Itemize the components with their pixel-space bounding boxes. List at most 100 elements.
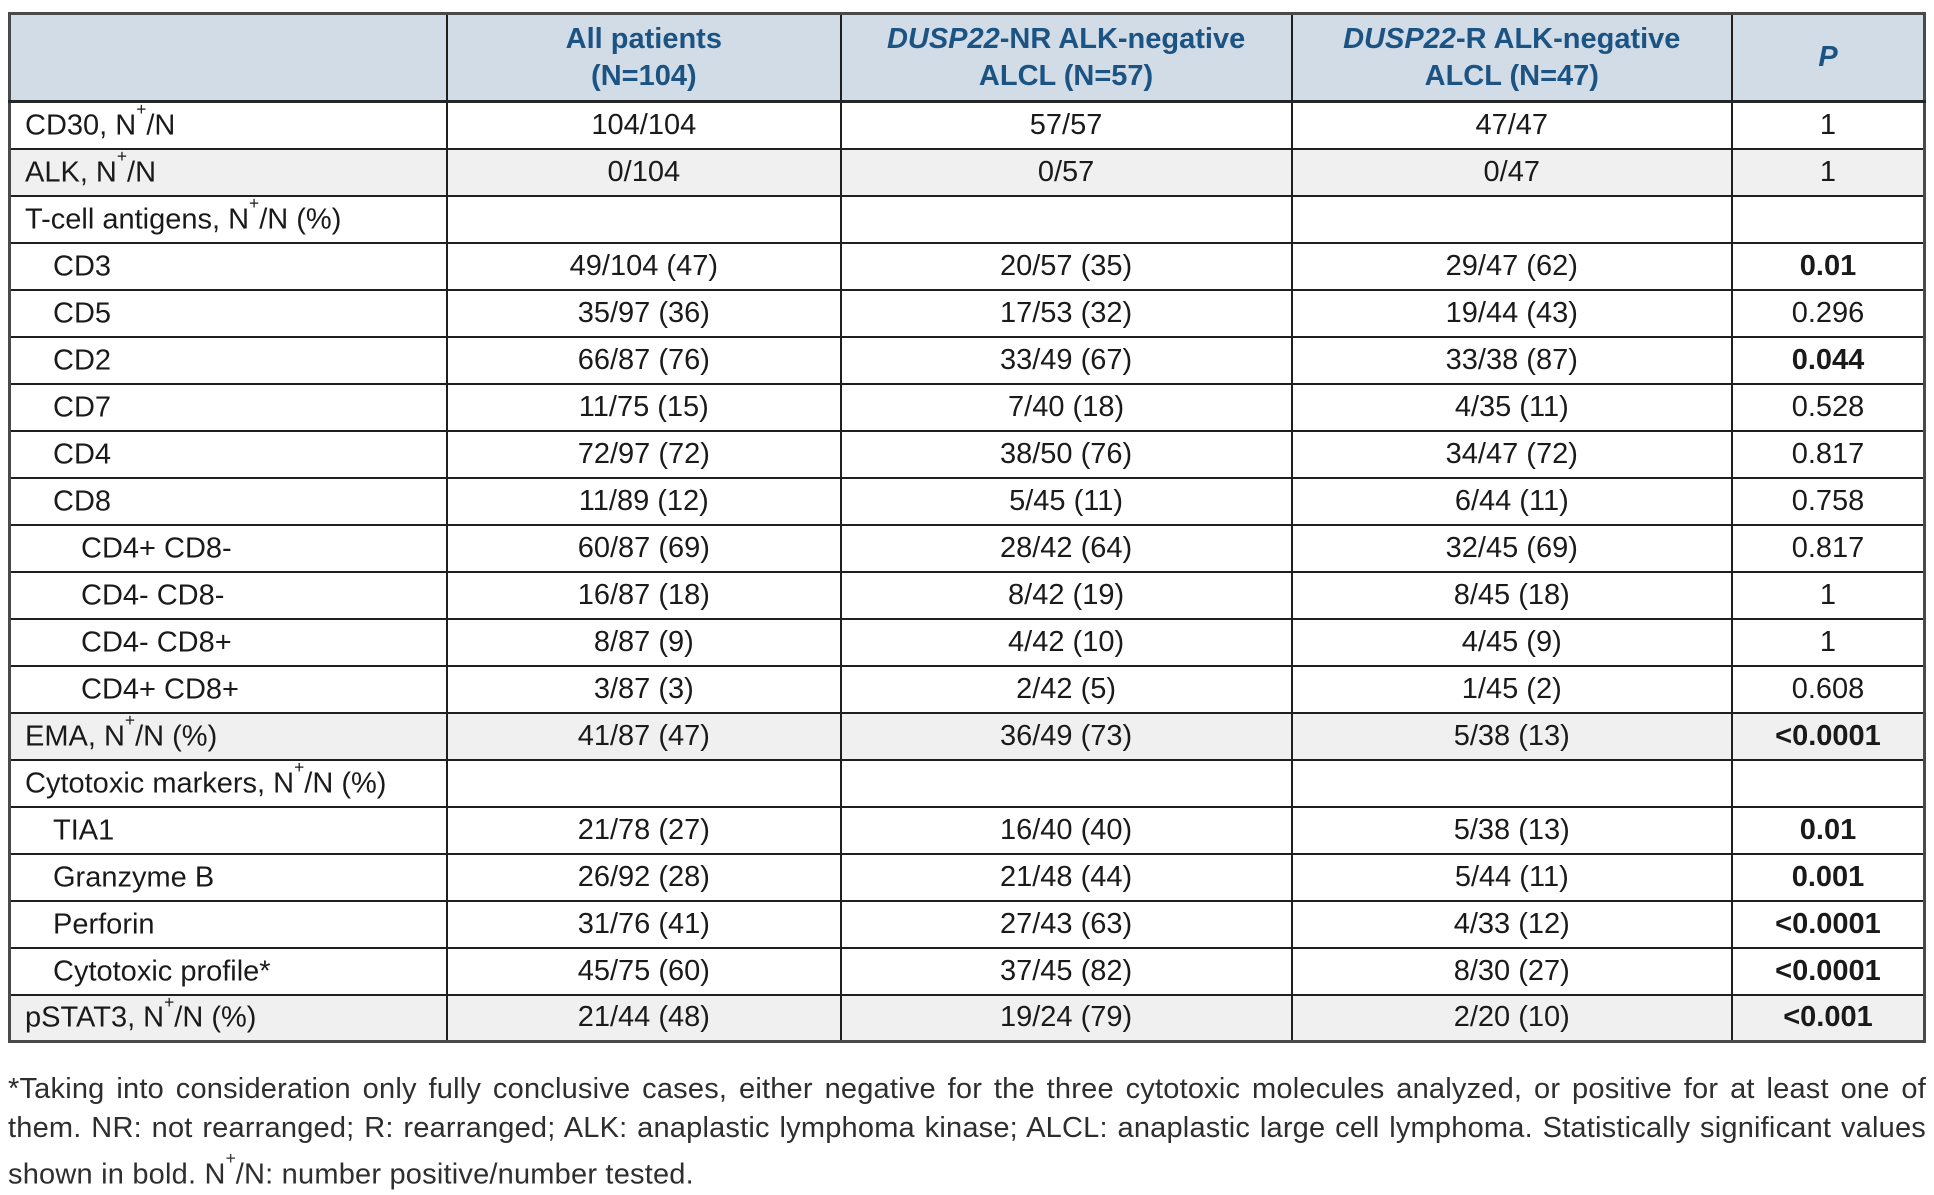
row-label-text: EMA, N xyxy=(25,720,125,753)
row-label: Cytotoxic profile* xyxy=(8,946,449,996)
column-header-all-patients: All patients (N=104) xyxy=(446,12,842,103)
cell-p-value: 0.044 xyxy=(1731,335,1926,385)
row-label-text: CD4+ CD8- xyxy=(81,532,232,565)
cell-dusp22-nr: 33/49 (67) xyxy=(839,335,1293,385)
row-label-text: TIA1 xyxy=(53,814,115,847)
row-label-superscript: + xyxy=(294,756,305,777)
cell-all-patients: 72/97 (72) xyxy=(446,429,842,479)
cell-all-patients: 16/87 (18) xyxy=(446,570,842,620)
row-label: TIA1 xyxy=(8,805,449,855)
cell-p-value: 0.296 xyxy=(1731,288,1926,338)
cell-p-value: <0.0001 xyxy=(1731,899,1926,949)
cell-all-patients: 21/44 (48) xyxy=(446,993,842,1043)
cell-dusp22-nr: 7/40 (18) xyxy=(839,382,1293,432)
row-label-text: pSTAT3, N xyxy=(25,1002,165,1035)
table-row: Cytotoxic profile* 45/75 (60) 37/45 (82)… xyxy=(8,946,1926,996)
cell-dusp22-nr: 57/57 xyxy=(839,100,1293,150)
table-row: T-cell antigens, N+/N (%) xyxy=(8,193,1926,244)
cell-dusp22-nr: 4/42 (10) xyxy=(839,617,1293,667)
cell-all-patients: 11/89 (12) xyxy=(446,476,842,526)
cell-p-value: <0.001 xyxy=(1731,993,1926,1043)
cell-dusp22-r: 8/30 (27) xyxy=(1290,946,1734,996)
row-label: CD4 xyxy=(8,429,449,479)
cell-dusp22-nr: 5/45 (11) xyxy=(839,476,1293,526)
cell-all-patients: 26/92 (28) xyxy=(446,852,842,902)
table-row: Granzyme B 26/92 (28) 21/48 (44) 5/44 (1… xyxy=(8,852,1926,902)
row-label: T-cell antigens, N+/N (%) xyxy=(8,193,449,244)
cell-all-patients: 35/97 (36) xyxy=(446,288,842,338)
cell-dusp22-r: 4/33 (12) xyxy=(1290,899,1734,949)
table-row: CD2 66/87 (76) 33/49 (67) 33/38 (87) 0.0… xyxy=(8,335,1926,385)
row-label: CD4- CD8- xyxy=(8,570,449,620)
table-row: Perforin 31/76 (41) 27/43 (63) 4/33 (12)… xyxy=(8,899,1926,949)
header-dusp22-nr-rest: -NR ALK-negative xyxy=(999,22,1246,55)
cell-dusp22-nr: 37/45 (82) xyxy=(839,946,1293,996)
row-label: CD8 xyxy=(8,476,449,526)
cell-dusp22-nr: 36/49 (73) xyxy=(839,711,1293,761)
row-label: CD4- CD8+ xyxy=(8,617,449,667)
table-row: TIA1 21/78 (27) 16/40 (40) 5/38 (13) 0.0… xyxy=(8,805,1926,855)
row-label-text: CD4 xyxy=(53,438,112,471)
row-label-text: Cytotoxic profile* xyxy=(53,955,271,988)
cell-p-value: 1 xyxy=(1731,100,1926,150)
table-row: CD4- CD8- 16/87 (18) 8/42 (19) 8/45 (18)… xyxy=(8,570,1926,620)
cell-p-value: <0.0001 xyxy=(1731,946,1926,996)
header-dusp22-r-gene: DUSP22 xyxy=(1343,22,1456,55)
column-header-p: P xyxy=(1731,12,1926,103)
cell-p-value: 0.528 xyxy=(1731,382,1926,432)
row-label-text: CD2 xyxy=(53,344,112,377)
cell-all-patients: 0/104 xyxy=(446,147,842,197)
row-label: CD4+ CD8- xyxy=(8,523,449,573)
cell-dusp22-r xyxy=(1290,758,1734,808)
table-header: All patients (N=104) DUSP22-NR ALK-negat… xyxy=(8,12,1926,103)
table-row: CD7 11/75 (15) 7/40 (18) 4/35 (11) 0.528 xyxy=(8,382,1926,432)
table-footnote: *Taking into consideration only fully co… xyxy=(8,1070,1926,1195)
row-label-superscript: + xyxy=(164,991,175,1012)
cell-all-patients: 41/87 (47) xyxy=(446,711,842,761)
cell-p-value xyxy=(1731,758,1926,808)
cell-dusp22-r: 47/47 xyxy=(1290,100,1734,150)
cell-all-patients: 104/104 xyxy=(446,100,842,150)
cell-dusp22-nr: 21/48 (44) xyxy=(839,852,1293,902)
row-label: Perforin xyxy=(8,899,449,949)
row-label: CD7 xyxy=(8,382,449,432)
cell-all-patients xyxy=(446,758,842,808)
cell-p-value: 0.01 xyxy=(1731,241,1926,291)
cell-all-patients: 8/87 (9) xyxy=(446,617,842,667)
header-dusp22-r-rest: -R ALK-negative xyxy=(1455,22,1681,55)
cell-dusp22-r: 4/45 (9) xyxy=(1290,617,1734,667)
table-row: CD3 49/104 (47) 20/57 (35) 29/47 (62) 0.… xyxy=(8,241,1926,291)
cell-dusp22-r: 2/20 (10) xyxy=(1290,993,1734,1043)
row-label-suffix: /N (%) xyxy=(259,203,342,236)
cell-dusp22-r: 4/35 (11) xyxy=(1290,382,1734,432)
row-label-suffix: /N (%) xyxy=(135,720,218,753)
cell-p-value: 0.608 xyxy=(1731,664,1926,714)
cell-p-value xyxy=(1731,194,1926,244)
header-dusp22-nr-line2: ALCL (N=57) xyxy=(978,59,1154,92)
column-header-dusp22-r: DUSP22-R ALK-negative ALCL (N=47) xyxy=(1290,12,1734,103)
row-label: CD4+ CD8+ xyxy=(8,664,449,714)
cell-dusp22-r: 8/45 (18) xyxy=(1290,570,1734,620)
cell-p-value: 0.758 xyxy=(1731,476,1926,526)
table-row: CD5 35/97 (36) 17/53 (32) 19/44 (43) 0.2… xyxy=(8,288,1926,338)
row-label-suffix: /N xyxy=(127,156,157,189)
table-row: CD4+ CD8+ 3/87 (3) 2/42 (5) 1/45 (2) 0.6… xyxy=(8,664,1926,714)
row-label-text: CD4+ CD8+ xyxy=(81,673,239,706)
row-label-text: Cytotoxic markers, N xyxy=(25,767,295,800)
cell-dusp22-r: 19/44 (43) xyxy=(1290,288,1734,338)
cell-dusp22-nr: 28/42 (64) xyxy=(839,523,1293,573)
table-row: ALK, N+/N 0/104 0/57 0/47 1 xyxy=(8,146,1926,197)
header-dusp22-r-line2: ALCL (N=47) xyxy=(1424,59,1599,92)
cell-dusp22-nr: 17/53 (32) xyxy=(839,288,1293,338)
cell-dusp22-r: 5/38 (13) xyxy=(1290,805,1734,855)
cell-all-patients: 11/75 (15) xyxy=(446,382,842,432)
cell-all-patients: 49/104 (47) xyxy=(446,241,842,291)
cell-all-patients: 45/75 (60) xyxy=(446,946,842,996)
header-p-label: P xyxy=(1818,41,1838,73)
cell-dusp22-r: 0/47 xyxy=(1290,147,1734,197)
header-dusp22-nr-gene: DUSP22 xyxy=(886,22,1000,55)
row-label-text: ALK, N xyxy=(25,156,117,189)
cell-dusp22-nr: 0/57 xyxy=(839,147,1293,197)
cell-all-patients: 3/87 (3) xyxy=(446,664,842,714)
